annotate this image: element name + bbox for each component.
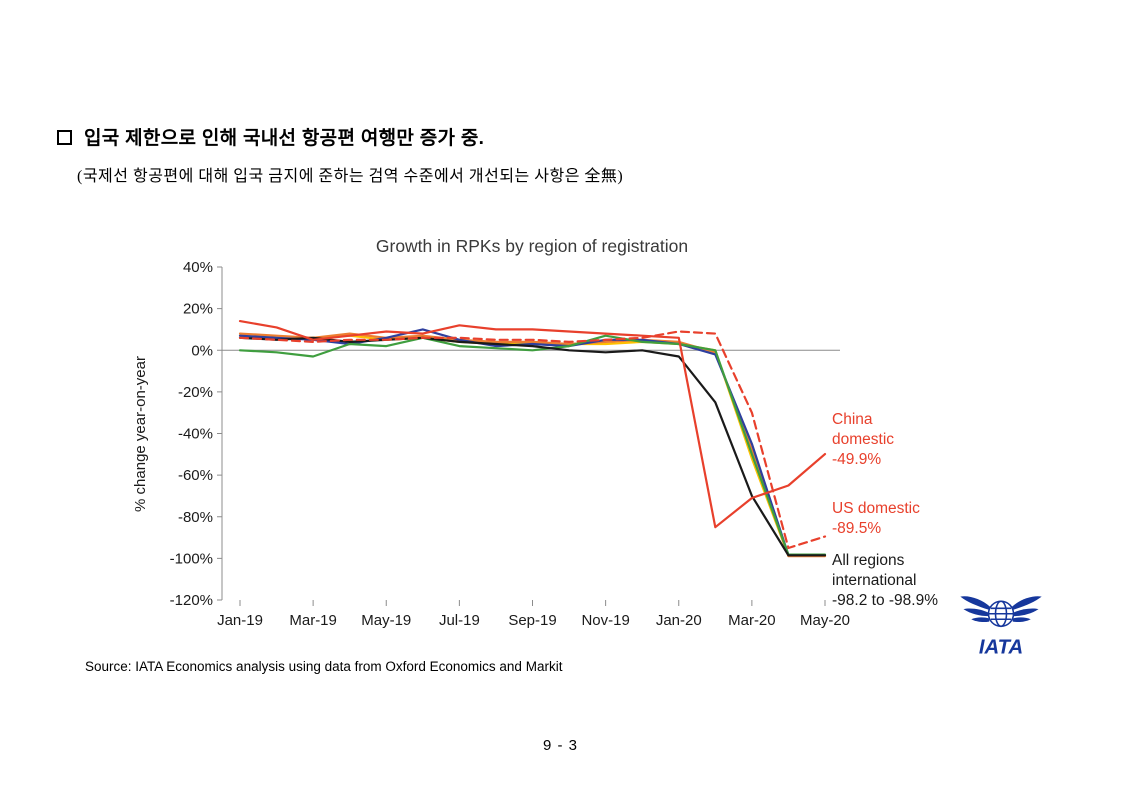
series-line-intl-yellow (238, 334, 827, 557)
y-axis-title: % change year-on-year (132, 356, 149, 512)
y-tick-label: 0% (191, 342, 213, 359)
annotation-china-domestic: China domestic -49.9% (832, 410, 894, 470)
x-tick-label: Jan-20 (656, 612, 702, 629)
annotation-line: -98.2 to -98.9% (832, 592, 938, 609)
annotation-all-regions-international: All regions international -98.2 to -98.9… (832, 551, 938, 611)
chart-series (238, 319, 827, 558)
x-tick-label: May-19 (361, 612, 411, 629)
y-tick-label: -40% (178, 426, 213, 443)
page-subheading: (국제선 항공편에 대해 입국 금지에 준하는 검역 수준에서 개선되는 사항은… (77, 168, 624, 185)
y-tick-label: -60% (178, 467, 213, 484)
annotation-line: international (832, 572, 917, 589)
y-tick-label: 20% (183, 301, 213, 318)
x-tick-label: Jul-19 (439, 612, 480, 629)
x-tick-label: Mar-20 (728, 612, 776, 629)
iata-logo: IATA (958, 594, 1044, 662)
chart-axes: 40% 20% 0% -20% -40% -60% -80% -100% -120%Jan-19… (170, 259, 850, 629)
annotation-us-domestic: US domestic -89.5% (832, 499, 920, 539)
annotation-line: -49.9% (832, 451, 882, 468)
logo-text: IATA (979, 637, 1023, 657)
iata-logo-graphic: IATA (960, 596, 1042, 659)
y-tick-label: -80% (178, 509, 213, 526)
x-tick-label: Nov-19 (581, 612, 629, 629)
rpk-growth-chart: Growth in RPKs by region of registration… (132, 236, 850, 629)
x-tick-label: Mar-19 (289, 612, 337, 629)
annotation-line: China (832, 411, 873, 428)
series-line-intl-black (238, 336, 827, 557)
source-note: Source: IATA Economics analysis using da… (85, 659, 563, 674)
logo-globe-icon (987, 600, 1015, 628)
logo-wings-icon (960, 596, 1042, 623)
series-line-intl-orange (238, 332, 827, 558)
y-tick-label: -100% (170, 550, 213, 567)
annotation-line: -89.5% (832, 520, 882, 537)
series-line-intl-blue (238, 328, 827, 557)
square-bullet-icon (57, 130, 72, 145)
series-line-china-domestic (238, 319, 827, 529)
annotation-line: domestic (832, 431, 895, 448)
annotation-line: US domestic (832, 500, 920, 517)
page-heading: 입국 제한으로 인해 국내선 항공편 여행만 증가 중. (57, 123, 484, 150)
page-number: 9 - 3 (542, 737, 578, 754)
x-tick-label: May-20 (800, 612, 850, 629)
chart-title: Growth in RPKs by region of registration (376, 236, 688, 256)
y-tick-label: -20% (178, 384, 213, 401)
y-tick-label: 40% (183, 259, 213, 276)
x-tick-label: Sep-19 (508, 612, 556, 629)
x-tick-label: Jan-19 (217, 612, 263, 629)
annotation-line: All regions (832, 552, 905, 569)
page-heading-text: 입국 제한으로 인해 국내선 항공편 여행만 증가 중. (84, 128, 485, 149)
series-line-us-domestic (238, 330, 827, 550)
y-tick-label: -120% (170, 592, 213, 609)
series-line-intl-green (238, 334, 827, 556)
